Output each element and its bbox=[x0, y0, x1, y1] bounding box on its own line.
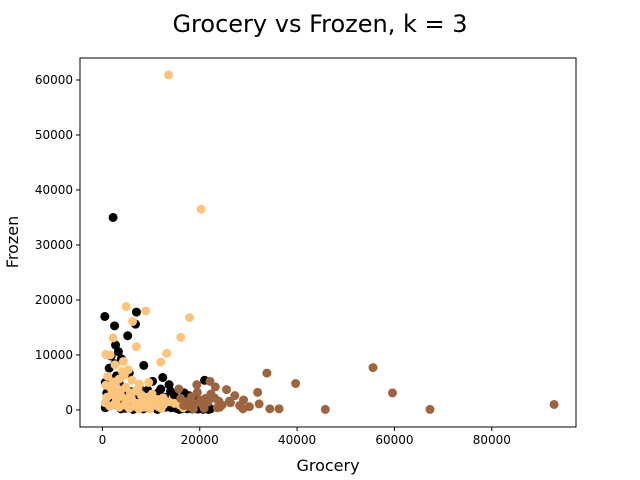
scatter-point-cluster-0 bbox=[131, 307, 141, 317]
scatter-point-cluster-0 bbox=[108, 212, 118, 222]
scatter-point-cluster-1 bbox=[108, 333, 118, 343]
x-tick-label: 40000 bbox=[278, 433, 316, 447]
scatter-point-cluster-2 bbox=[179, 401, 189, 411]
y-tick-label: 10000 bbox=[35, 348, 73, 362]
scatter-point-cluster-2 bbox=[265, 404, 275, 414]
scatter-point-cluster-0 bbox=[110, 321, 120, 331]
scatter-point-cluster-1 bbox=[162, 348, 172, 358]
scatter-point-cluster-1 bbox=[176, 332, 186, 342]
scatter-point-cluster-1 bbox=[125, 392, 135, 402]
y-tick-label: 50000 bbox=[35, 128, 73, 142]
x-tick-label: 20000 bbox=[181, 433, 219, 447]
scatter-point-cluster-2 bbox=[254, 399, 264, 409]
plot-frame bbox=[79, 57, 577, 428]
scatter-point-cluster-1 bbox=[131, 342, 141, 352]
scatter-point-cluster-1 bbox=[147, 389, 157, 399]
scatter-point-cluster-2 bbox=[368, 363, 378, 373]
scatter-point-cluster-2 bbox=[224, 396, 234, 406]
chart-title: Grocery vs Frozen, k = 3 bbox=[172, 10, 467, 38]
data-points bbox=[100, 70, 559, 414]
scatter-point-cluster-2 bbox=[549, 399, 559, 409]
scatter-point-cluster-0 bbox=[139, 360, 149, 370]
scatter-point-cluster-1 bbox=[128, 316, 138, 326]
scatter-point-cluster-0 bbox=[113, 347, 123, 357]
scatter-point-cluster-0 bbox=[100, 311, 110, 321]
scatter-point-cluster-1 bbox=[117, 366, 127, 376]
x-tick-label: 0 bbox=[99, 433, 107, 447]
scatter-point-cluster-1 bbox=[145, 404, 155, 414]
scatter-point-cluster-2 bbox=[188, 404, 198, 414]
scatter-point-cluster-1 bbox=[156, 357, 166, 367]
scatter-point-cluster-2 bbox=[222, 385, 232, 395]
scatter-point-cluster-1 bbox=[121, 302, 131, 312]
x-tick-label: 60000 bbox=[375, 433, 413, 447]
y-tick-label: 0 bbox=[65, 403, 73, 417]
scatter-point-cluster-2 bbox=[238, 404, 248, 414]
axis-ticks: 0 20000 40000 60000 80000 0 10000 20000 30000 400… bbox=[35, 73, 511, 447]
scatter-point-cluster-2 bbox=[192, 380, 202, 390]
scatter-point-cluster-1 bbox=[133, 384, 143, 394]
x-tick-label: 80000 bbox=[473, 433, 511, 447]
scatter-point-cluster-1 bbox=[141, 306, 151, 316]
scatter-point-cluster-2 bbox=[387, 388, 397, 398]
scatter-point-cluster-1 bbox=[127, 375, 137, 385]
scatter-point-cluster-1 bbox=[118, 357, 128, 367]
y-tick-label: 20000 bbox=[35, 293, 73, 307]
scatter-point-cluster-2 bbox=[291, 379, 301, 389]
y-axis-label: Frozen bbox=[3, 216, 22, 268]
y-tick-label: 60000 bbox=[35, 73, 73, 87]
scatter-point-cluster-0 bbox=[158, 373, 168, 383]
scatter-point-cluster-2 bbox=[212, 403, 222, 413]
scatter-point-cluster-2 bbox=[253, 387, 263, 397]
scatter-point-cluster-1 bbox=[110, 360, 120, 370]
y-tick-label: 30000 bbox=[35, 238, 73, 252]
y-tick-label: 40000 bbox=[35, 183, 73, 197]
scatter-point-cluster-2 bbox=[274, 404, 284, 414]
scatter-point-cluster-2 bbox=[262, 368, 272, 378]
x-axis-label: Grocery bbox=[296, 456, 359, 475]
scatter-point-cluster-1 bbox=[113, 388, 123, 398]
scatter-point-cluster-1 bbox=[144, 377, 154, 387]
scatter-point-cluster-2 bbox=[320, 404, 330, 414]
scatter-point-cluster-2 bbox=[174, 384, 184, 394]
scatter-point-cluster-2 bbox=[199, 403, 209, 413]
scatter-point-cluster-1 bbox=[105, 350, 115, 360]
scatter-point-cluster-0 bbox=[156, 384, 166, 394]
scatter-point-cluster-0 bbox=[123, 331, 133, 341]
scatter-point-cluster-2 bbox=[176, 393, 186, 403]
scatter-point-cluster-1 bbox=[185, 313, 195, 323]
scatter-point-cluster-2 bbox=[205, 376, 215, 386]
scatter-point-cluster-1 bbox=[196, 204, 206, 214]
scatter-point-cluster-1 bbox=[156, 403, 166, 413]
scatter-point-cluster-1 bbox=[164, 70, 174, 80]
scatter-point-cluster-2 bbox=[425, 404, 435, 414]
